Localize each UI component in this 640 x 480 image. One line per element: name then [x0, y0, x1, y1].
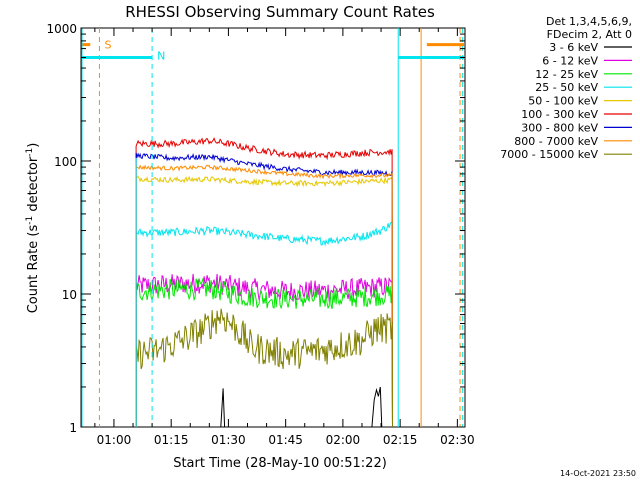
series-line — [135, 308, 393, 428]
x-tick-label: 01:00 — [97, 433, 132, 447]
y-tick-label: 100 — [54, 155, 77, 169]
y-axis-label-main: Count Rate (s — [26, 225, 41, 314]
series-line — [136, 386, 393, 428]
x-tick-label: 01:15 — [154, 433, 189, 447]
legend-label: 25 - 50 keV — [535, 81, 598, 94]
x-axis: 01:00 01:15 01:30 01:45 02:00 02:15 02:30 — [94, 28, 475, 447]
marker-n-label: N — [157, 50, 165, 63]
x-tick-label: 02:00 — [326, 433, 361, 447]
series-line — [135, 273, 393, 428]
legend-header-line2: FDecim 2, Att 0 — [547, 28, 632, 41]
series-line — [135, 278, 393, 428]
x-tick-label: 01:45 — [268, 433, 303, 447]
marker-s-label: S — [104, 39, 111, 52]
x-tick-label: 02:30 — [440, 433, 475, 447]
series-line — [135, 221, 393, 428]
series-line — [135, 137, 393, 428]
y-axis-label-end: ) — [26, 143, 41, 148]
series-line — [135, 152, 393, 428]
chart-title: RHESSI Observing Summary Count Rates — [125, 3, 435, 21]
plot-frame — [80, 27, 466, 428]
y-axis-label-sup2: -1 — [25, 148, 35, 157]
y-axis-label: Count Rate (s-1 detector-1) — [25, 143, 41, 314]
legend-label: 100 - 300 keV — [521, 108, 598, 121]
legend-label: 7000 - 15000 keV — [500, 148, 598, 161]
legend-label: 3 - 6 keV — [549, 41, 598, 54]
legend-header-line1: Det 1,3,4,5,6,9, — [546, 15, 632, 28]
y-tick-label: 10 — [62, 288, 77, 302]
x-tick-label: 01:30 — [211, 433, 246, 447]
footer-date: 14-Oct-2021 23:50 — [560, 469, 636, 478]
series-line — [135, 175, 393, 428]
y-axis: 1 10 100 1000 — [46, 22, 465, 435]
series-line — [135, 164, 393, 428]
x-axis-label: Start Time (28-May-10 00:51:22) — [173, 456, 387, 471]
y-tick-label: 1 — [69, 421, 77, 435]
y-tick-label: 1000 — [46, 22, 77, 36]
legend-label: 6 - 12 keV — [542, 54, 598, 67]
y-axis-label-mid: detector — [26, 156, 41, 216]
legend-label: 300 - 800 keV — [521, 121, 598, 134]
y-axis-label-sup1: -1 — [25, 216, 35, 225]
legend-label: 50 - 100 keV — [528, 95, 598, 108]
legend: Det 1,3,4,5,6,9, FDecim 2, Att 0 3 - 6 k… — [500, 15, 632, 161]
attenuator-marker-layer: SN — [81, 28, 464, 427]
plot-area: SN — [80, 27, 466, 428]
legend-label: 800 - 7000 keV — [514, 135, 598, 148]
x-tick-label: 02:15 — [383, 433, 418, 447]
legend-label: 12 - 25 keV — [535, 68, 598, 81]
series-layer — [135, 137, 393, 428]
